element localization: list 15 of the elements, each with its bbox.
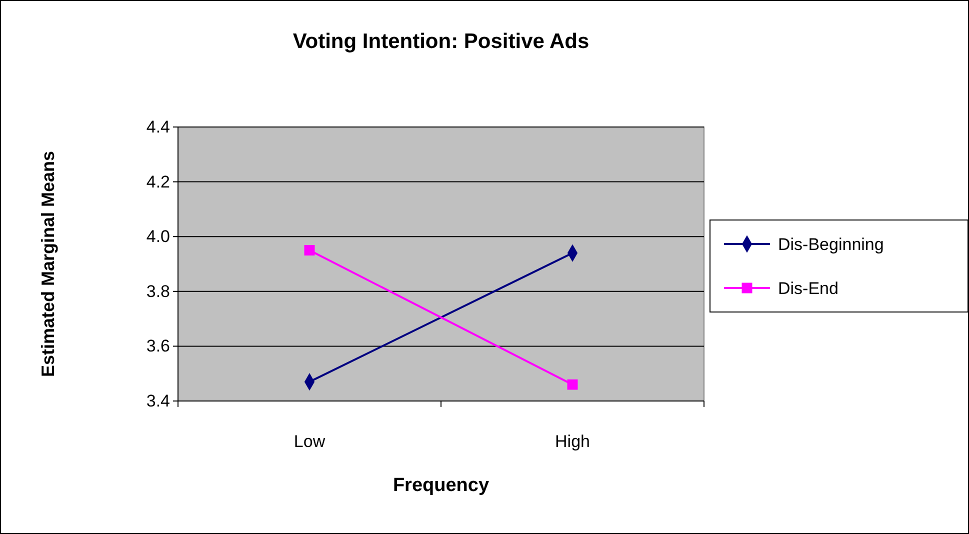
y-tick-label: 4.2 [146,172,170,192]
y-axis-title: Estimated Marginal Means [38,150,58,378]
chart-title: Voting Intention: Positive Ads [292,30,590,53]
x-tick-label: High [555,432,590,451]
point [304,245,315,256]
y-tick-label: 3.4 [146,391,170,410]
x-tick-label: Low [294,432,326,451]
x-axis-title: Frequency [392,475,490,496]
y-tick-label: 4.0 [146,227,170,246]
point [567,379,578,390]
y-tick-label: 4.4 [146,117,170,136]
y-tick-label: 3.6 [146,336,170,356]
legend-label: Dis-End [778,279,838,298]
legend-label: Dis-Beginning [778,235,884,254]
y-tick-label: 3.8 [146,282,170,301]
